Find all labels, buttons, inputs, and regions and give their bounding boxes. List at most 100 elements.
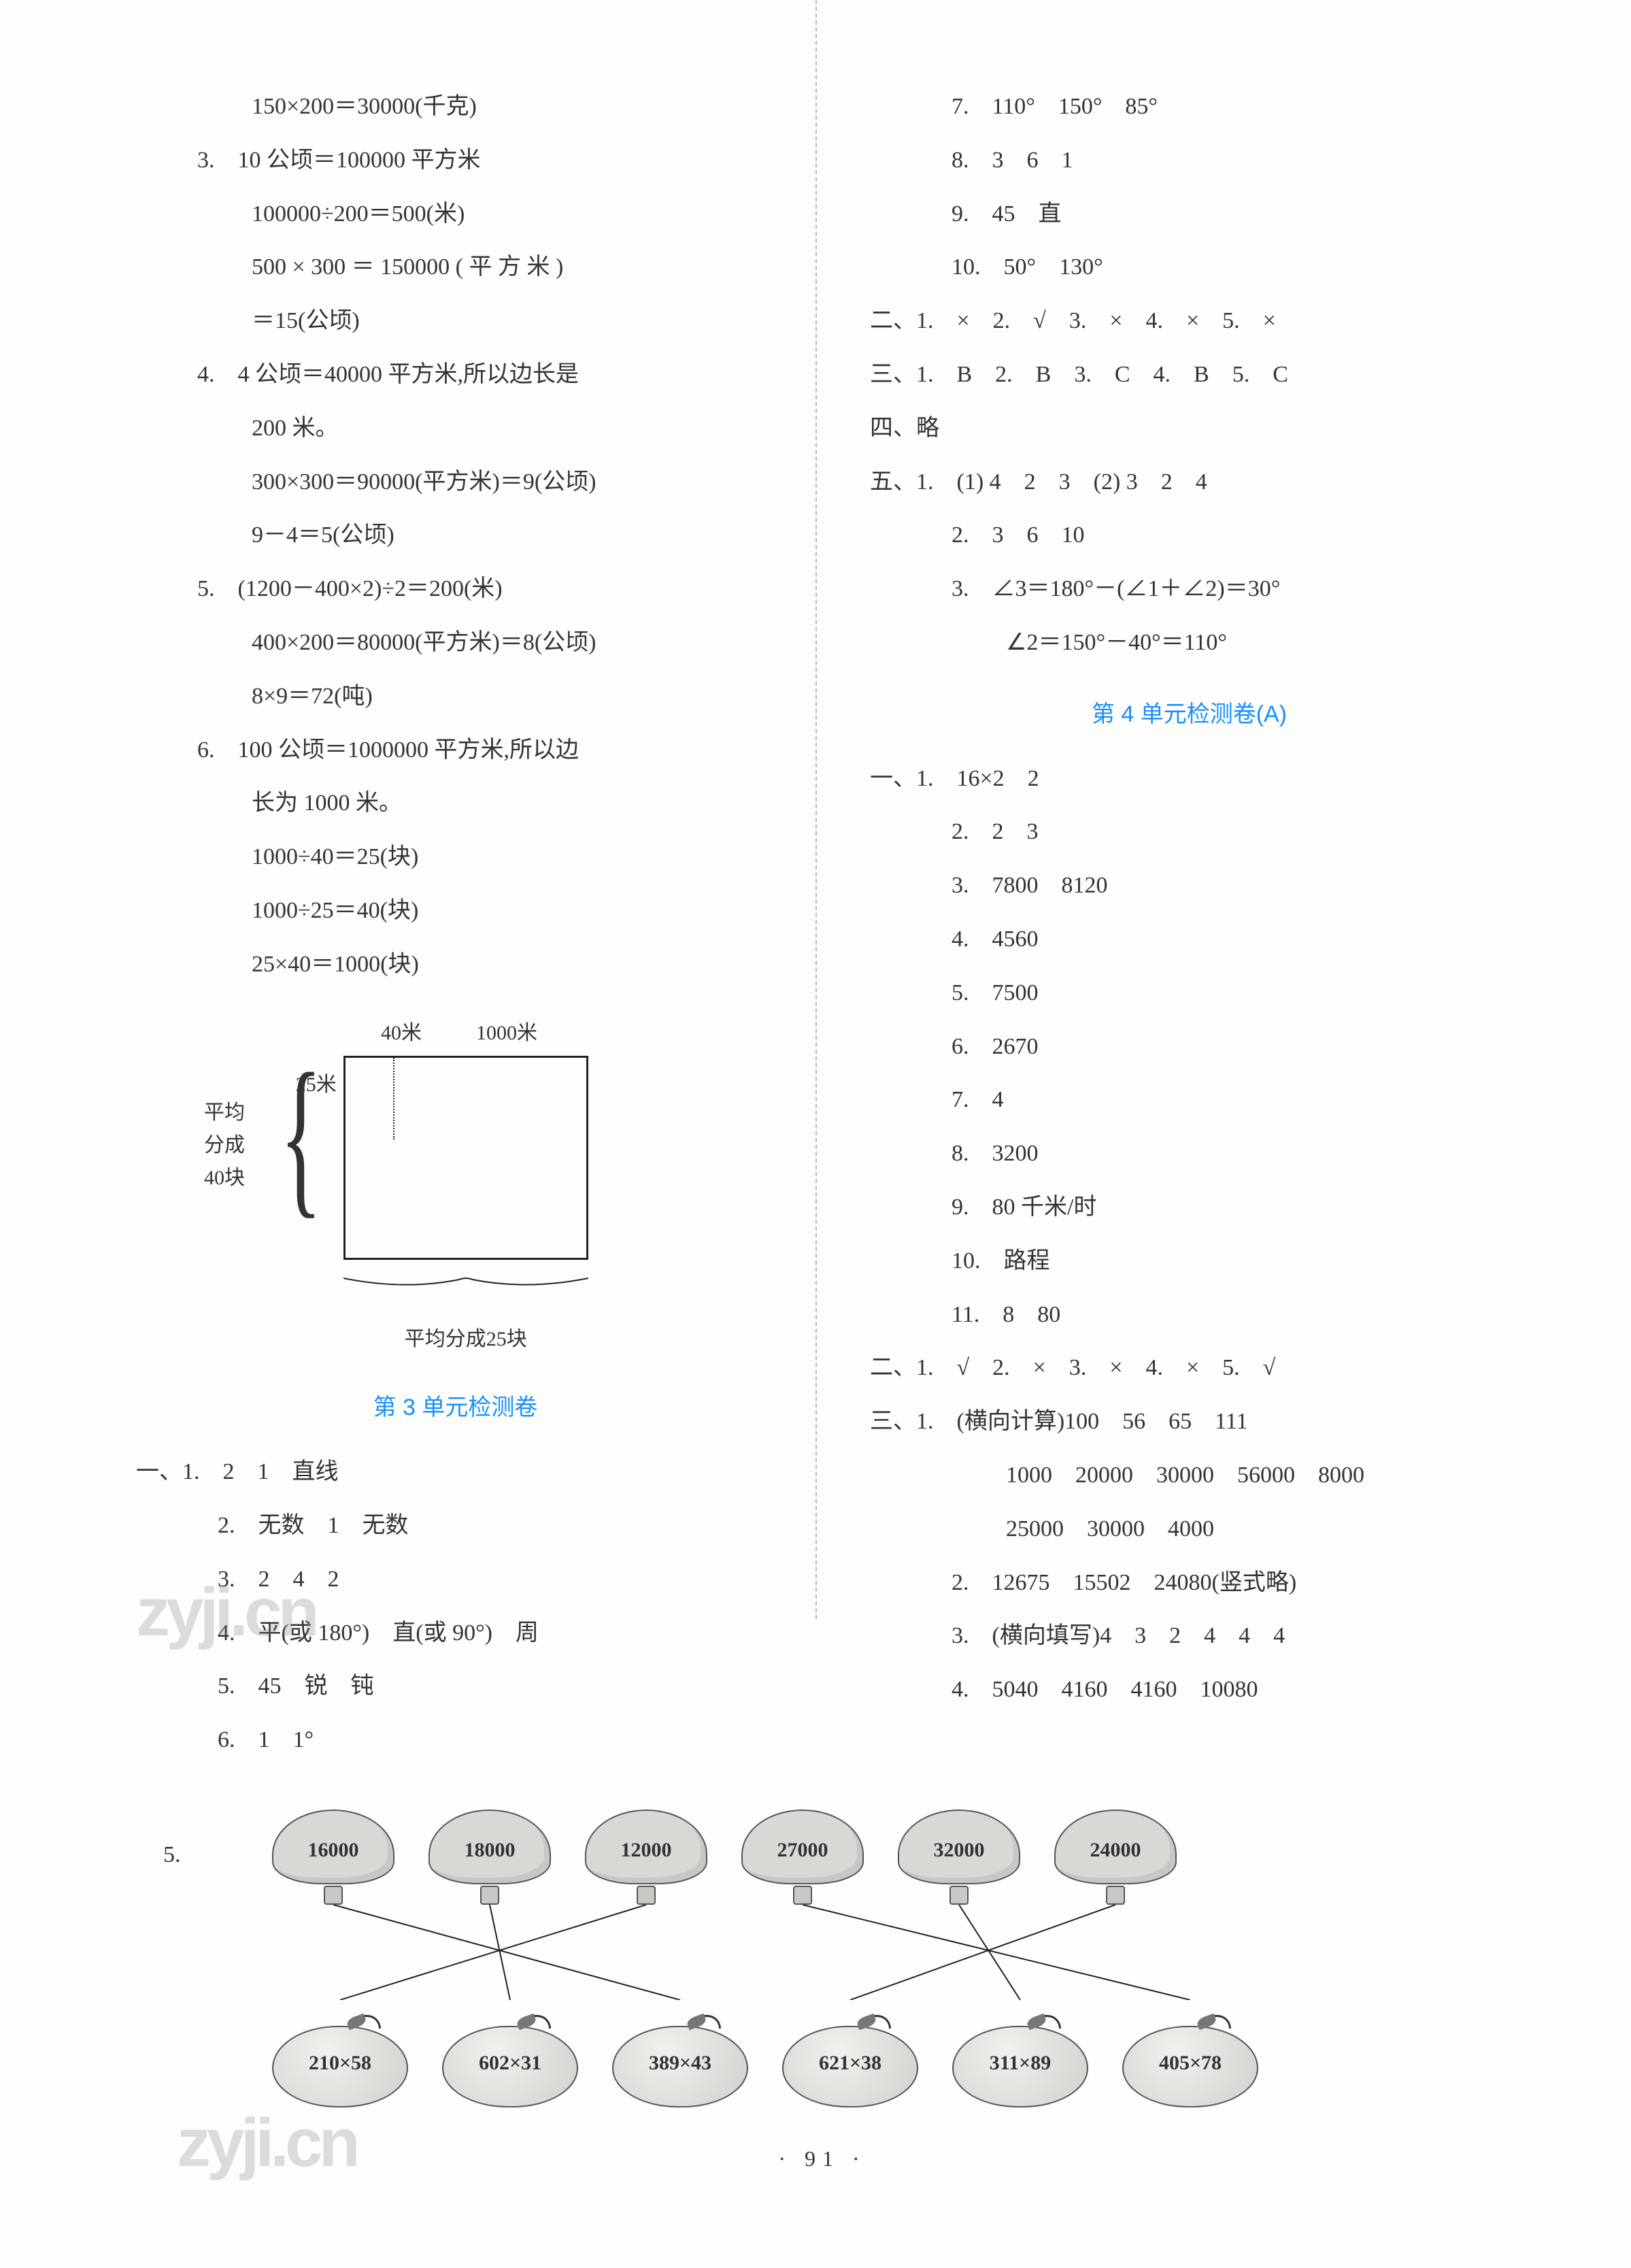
text-line: 6. 100 公顷＝1000000 平方米,所以边 [136,725,775,776]
text-line: 长为 1000 米。 [136,778,775,829]
unit3-heading: 第 3 单元检测卷 [136,1382,775,1433]
apple-item: 389×43 [612,2019,748,2107]
broccoli-value: 24000 [1090,1828,1141,1873]
apple-value: 389×43 [649,2041,711,2086]
text-line: 100000÷200＝500(米) [136,189,775,240]
text-line: 4. 平(或 180°) 直(或 90°) 周 [136,1608,775,1659]
q5-matching: 5. 16000 18000 12000 27000 32000 24000 210×58… [136,1810,1509,2107]
text-line: 4. 4560 [870,914,1509,965]
column-divider [816,0,817,1619]
apple-item: 311×89 [952,2019,1088,2107]
apple-item: 602×31 [442,2019,578,2107]
broccoli-item: 12000 [585,1810,707,1891]
text-line: 25×40＝1000(块) [136,939,775,990]
apple-row: 210×58 602×31 389×43 621×38 311×89 405×78 [190,2019,1509,2107]
diagram-box [343,1056,588,1260]
match-line [803,1905,1190,2000]
text-line: 1000 20000 30000 56000 8000 [870,1450,1509,1501]
broccoli-item: 27000 [741,1810,864,1891]
text-line: 300×300＝90000(平方米)＝9(公顷) [136,457,775,508]
text-line: 5. 45 锐 钝 [136,1661,775,1712]
left-column: 150×200＝30000(千克) 3. 10 公顷＝100000 平方米 10… [136,82,802,1769]
diagram-bottom-label: 平均分成25块 [343,1317,588,1362]
match-line [850,1905,1115,2000]
broccoli-value: 12000 [621,1828,672,1873]
text-line: 400×200＝80000(平方米)＝8(公顷) [136,618,775,669]
text-line: 150×200＝30000(千克) [136,82,775,133]
text-line: 五、1. (1) 4 2 3 (2) 3 2 4 [870,457,1509,508]
text-line: 2. 12675 15502 24080(竖式略) [870,1558,1509,1609]
unit4-heading: 第 4 单元检测卷(A) [870,689,1509,740]
text-line: ＝15(公顷) [136,296,775,347]
broccoli-item: 32000 [898,1810,1020,1891]
text-line: 3. 2 4 2 [136,1554,775,1605]
text-line: 2. 3 6 10 [870,510,1509,561]
diagram-left-text: 40块 [204,1162,245,1195]
match-lines [272,1905,1292,2000]
diagram-left-text: 平均 [204,1097,245,1129]
text-line: 5. (1200－400×2)÷2＝200(米) [136,564,775,615]
text-line: 1000÷25＝40(块) [136,886,775,937]
text-line: 3. ∠3＝180°－(∠1＋∠2)＝30° [870,564,1509,615]
text-line: ∠2＝150°－40°＝110° [870,618,1509,669]
text-line: 10. 50° 130° [870,242,1509,293]
match-line [959,1905,1020,2000]
page-number: · 91 · [136,2135,1509,2182]
diagram-label-25m: 25米 [296,1063,337,1107]
text-line: 3. 10 公顷＝100000 平方米 [136,135,775,186]
text-line: 4. 4 公顷＝40000 平方米,所以边长是 [136,350,775,401]
brace-bottom-icon [343,1271,588,1292]
diagram-label-1000m: 1000米 [476,1011,537,1056]
apple-item: 621×38 [782,2019,918,2107]
text-line: 9. 45 直 [870,189,1509,240]
text-line: 1000÷40＝25(块) [136,832,775,883]
text-line: 500 × 300 ＝ 150000 ( 平 方 米 ) [136,242,775,293]
text-line: 200 米。 [136,403,775,454]
text-line: 9－4＝5(公顷) [136,510,775,561]
text-line: 2. 无数 1 无数 [136,1501,775,1552]
apple-item: 210×58 [272,2019,408,2107]
apple-value: 311×89 [990,2041,1051,2086]
text-line: 7. 4 [870,1075,1509,1126]
text-line: 四、略 [870,403,1509,454]
broccoli-value: 16000 [308,1828,359,1873]
text-line: 10. 路程 [870,1236,1509,1287]
text-line: 3. 7800 8120 [870,861,1509,912]
text-line: 6. 2670 [870,1022,1509,1073]
apple-value: 210×58 [309,2041,371,2086]
apple-value: 405×78 [1159,2041,1222,2086]
broccoli-item: 16000 [272,1810,394,1891]
broccoli-row: 16000 18000 12000 27000 32000 24000 [190,1810,1509,1891]
apple-item: 405×78 [1122,2019,1258,2107]
text-line: 三、1. (横向计算)100 56 65 111 [870,1397,1509,1448]
text-line: 2. 2 3 [870,807,1509,858]
broccoli-value: 32000 [934,1828,985,1873]
text-line: 8×9＝72(吨) [136,671,775,722]
text-line: 8. 3 6 1 [870,135,1509,186]
text-line: 8. 3200 [870,1129,1509,1180]
text-line: 7. 110° 150° 85° [870,82,1509,133]
text-line: 一、1. 2 1 直线 [136,1447,775,1498]
q5-label: 5. [163,1830,181,1881]
text-line: 二、1. √ 2. × 3. × 4. × 5. √ [870,1343,1509,1394]
text-line: 5. 7500 [870,968,1509,1019]
diagram-left-text: 分成 [204,1129,245,1162]
text-line: 4. 5040 4160 4160 10080 [870,1665,1509,1716]
text-line: 一、1. 16×2 2 [870,754,1509,805]
diagram-dash [393,1058,394,1139]
broccoli-value: 27000 [777,1828,828,1873]
broccoli-item: 18000 [428,1810,551,1891]
broccoli-value: 18000 [465,1828,516,1873]
text-line: 3. (横向填写)4 3 2 4 4 4 [870,1611,1509,1662]
text-line: 9. 80 千米/时 [870,1182,1509,1233]
apple-value: 621×38 [819,2041,881,2086]
text-line: 三、1. B 2. B 3. C 4. B 5. C [870,350,1509,401]
text-line: 25000 30000 4000 [870,1504,1509,1555]
text-line: 二、1. × 2. √ 3. × 4. × 5. × [870,296,1509,347]
right-column: 7. 110° 150° 85° 8. 3 6 1 9. 45 直 10. 50… [843,82,1509,1769]
diagram-label-40m: 40米 [381,1011,422,1056]
square-diagram: 40米 1000米 平均 分成 40块 { 25米 [204,1011,680,1363]
text-line: 11. 8 80 [870,1290,1509,1341]
apple-value: 602×31 [479,2041,541,2086]
text-line: 6. 1 1° [136,1715,775,1766]
